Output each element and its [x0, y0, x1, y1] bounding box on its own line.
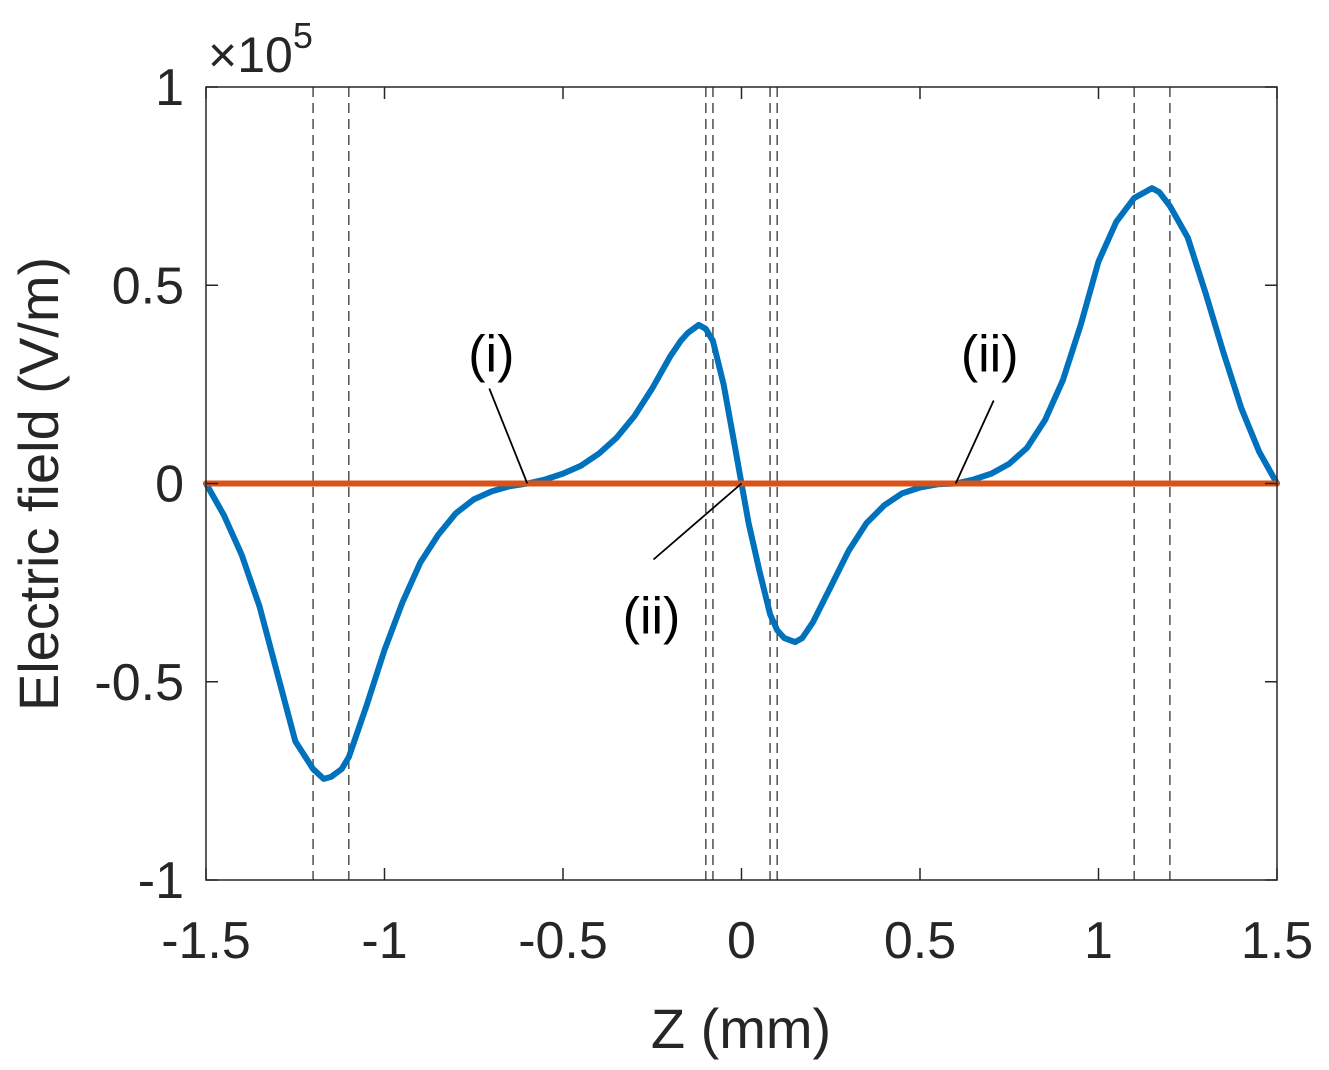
y-axis: -1 -0.5 0 0.5 1 — [94, 59, 1277, 910]
annotation-leader-1 — [652, 482, 743, 561]
x-tick-label: -1.5 — [161, 912, 251, 970]
annotations: (i) (ii) (ii) — [468, 326, 1018, 646]
y-tick-label: -1 — [138, 852, 184, 910]
x-tick-label: -1 — [361, 912, 407, 970]
annotation-label-1: (ii) — [623, 588, 681, 646]
x-tick-label: 0 — [727, 912, 756, 970]
x-axis: -1.5 -1 -0.5 0 0.5 1 1.5 — [161, 87, 1313, 970]
annotation-label-2: (ii) — [961, 326, 1019, 384]
x-tick-label: 1 — [1084, 912, 1113, 970]
annotation-label-0: (i) — [468, 326, 514, 384]
x-tick-label: 1.5 — [1241, 912, 1313, 970]
annotation-leader-0 — [488, 388, 529, 484]
y-axis-label: Electric field (V/m) — [7, 257, 70, 711]
annotation-leader-2 — [954, 400, 995, 484]
x-tick-label: 0.5 — [884, 912, 956, 970]
y-tick-label: 1 — [155, 59, 184, 117]
dashed-reference-lines — [312, 87, 1171, 880]
x-tick-label: -0.5 — [518, 912, 608, 970]
y-tick-label: -0.5 — [94, 654, 184, 712]
x-axis-label: Z (mm) — [651, 997, 831, 1060]
y-tick-label: 0.5 — [112, 257, 184, 315]
y-tick-label: 0 — [155, 456, 184, 514]
y-axis-multiplier: ×105 — [208, 15, 313, 83]
